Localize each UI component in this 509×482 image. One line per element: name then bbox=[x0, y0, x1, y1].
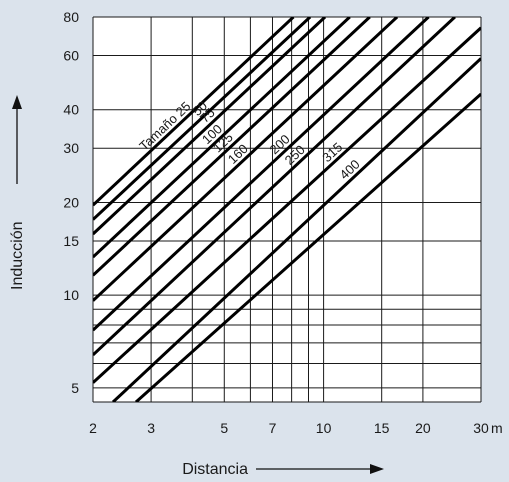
x-tick-labels: 2 3 5 7 10 15 20 30 bbox=[89, 420, 489, 436]
x-tick-label: 2 bbox=[89, 420, 97, 436]
x-tick-label: 5 bbox=[220, 420, 228, 436]
y-axis-label: Inducción bbox=[9, 222, 26, 291]
x-tick-label: 30 bbox=[473, 420, 489, 436]
y-tick-label: 5 bbox=[71, 380, 79, 396]
y-tick-label: 10 bbox=[63, 287, 79, 303]
x-tick-label: 7 bbox=[269, 420, 277, 436]
x-tick-label: 15 bbox=[374, 420, 390, 436]
y-axis-arrow bbox=[12, 95, 22, 184]
x-tick-label: 20 bbox=[415, 420, 431, 436]
y-tick-label: 30 bbox=[63, 140, 79, 156]
y-tick-label: 60 bbox=[63, 47, 79, 63]
x-tick-label: 3 bbox=[147, 420, 155, 436]
x-axis-label: Distancia bbox=[182, 461, 248, 478]
y-tick-label: 80 bbox=[63, 9, 79, 25]
y-tick-label: 20 bbox=[63, 194, 79, 210]
y-tick-label: 15 bbox=[63, 233, 79, 249]
x-tick-label: 10 bbox=[316, 420, 332, 436]
x-unit-label: m bbox=[491, 420, 503, 436]
y-tick-label: 40 bbox=[63, 102, 79, 118]
y-tick-labels: 5 10 15 20 30 40 60 80 bbox=[63, 9, 79, 396]
x-axis-arrow bbox=[256, 464, 384, 474]
